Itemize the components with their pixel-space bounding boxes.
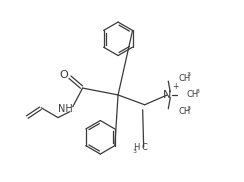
Text: O: O [60,70,68,80]
Text: CH: CH [178,107,190,116]
Text: CH: CH [178,74,190,83]
Text: 3: 3 [133,149,137,154]
Text: NH: NH [59,104,73,114]
Text: CH: CH [187,90,199,99]
Text: H: H [133,143,140,152]
Text: 3: 3 [187,106,191,111]
Text: N: N [163,90,172,100]
Text: 3: 3 [196,89,200,94]
Text: +: + [172,82,179,91]
Text: C: C [142,143,148,152]
Text: 3: 3 [187,72,191,77]
